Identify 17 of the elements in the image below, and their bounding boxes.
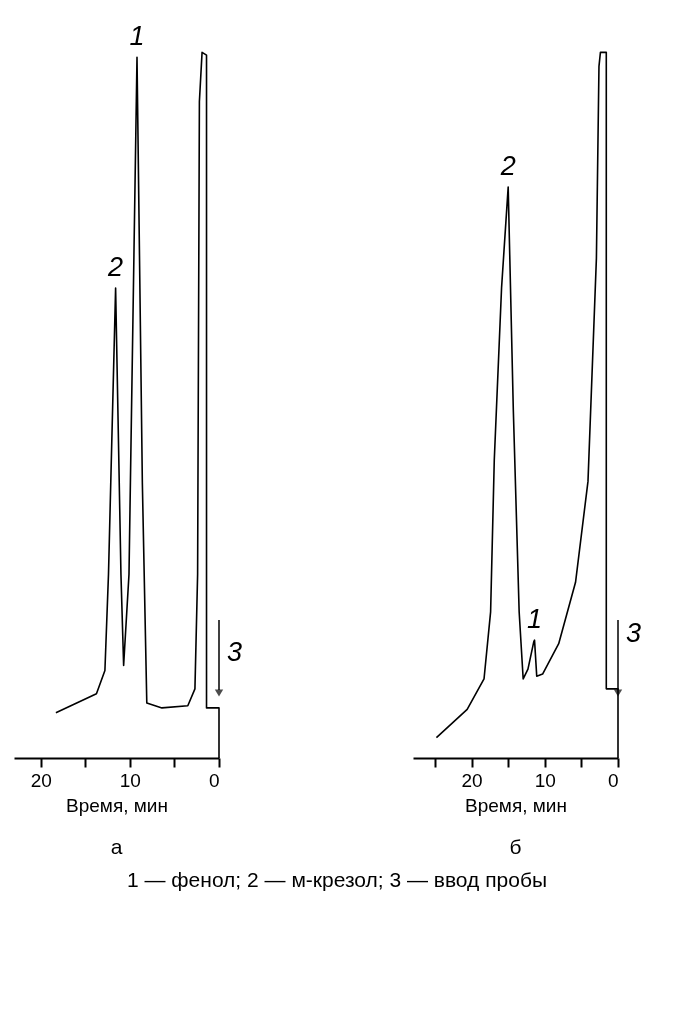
annotation: 2	[107, 252, 124, 283]
annotation: 3	[227, 636, 243, 667]
x-tick-label: 0	[208, 769, 220, 791]
x-tick-label: 10	[119, 769, 141, 791]
annotation: 1	[129, 21, 145, 52]
text: а	[110, 835, 123, 858]
annotation: 3	[626, 617, 642, 648]
x-axis-title: Время, мин	[66, 794, 168, 816]
x-tick-label: 20	[30, 769, 52, 791]
annotation: 1	[527, 604, 543, 635]
x-tick-label: 10	[534, 769, 556, 791]
x-tick-label: 0	[607, 769, 619, 791]
x-tick-label: 20	[461, 769, 483, 791]
annotation: 2	[499, 151, 516, 182]
x-axis-title: Время, мин	[465, 794, 567, 816]
text: б	[509, 835, 522, 858]
text: 1 — фенол; 2 — м-крезол; 3 — ввод пробы	[126, 868, 548, 892]
